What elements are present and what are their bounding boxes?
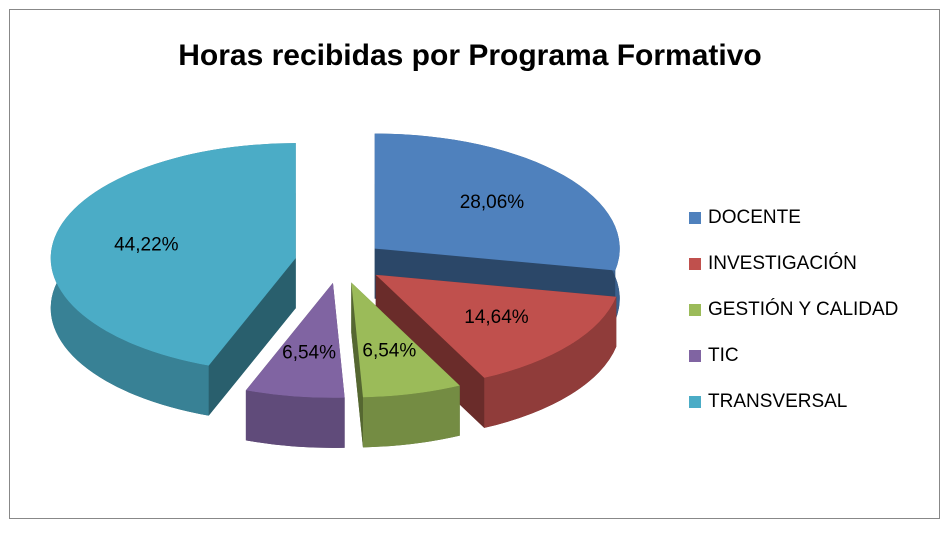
slice-wall [351,282,363,448]
legend-swatch [689,304,701,316]
data-label: 14,64% [464,307,529,328]
slice-wall [208,258,296,416]
data-label: 44,22% [114,234,179,255]
legend-label: GESTIÓN Y CALIDAD [708,298,898,320]
legend-swatch [689,396,701,408]
legend-label: TIC [708,345,739,366]
slice [50,143,296,366]
slice [374,133,620,271]
slice-rim [362,385,460,448]
slice-rim [484,296,617,428]
legend-swatch [689,212,701,224]
data-label: 6,54% [282,342,336,363]
slice [351,282,460,398]
slice-rim [245,390,345,448]
legend-swatch [689,258,701,270]
chart-title: Horas recibidas por Programa Formativo [178,39,762,72]
legend-label: DOCENTE [708,207,801,228]
data-label: 6,54% [362,340,416,361]
legend-swatch [689,350,701,362]
legend-label: INVESTIGACIÓN [708,252,857,274]
slice [245,282,345,398]
legend-label: TRANSVERSAL [708,391,847,412]
data-label: 28,06% [460,192,525,213]
slice [375,274,617,378]
